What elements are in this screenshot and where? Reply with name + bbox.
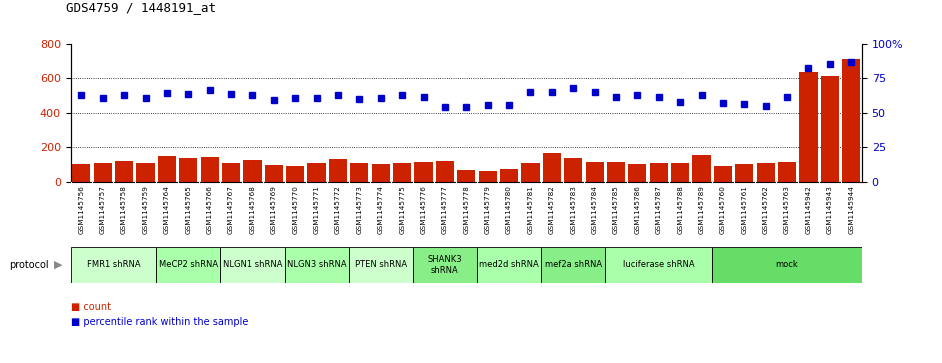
Text: GSM1145777: GSM1145777 [442, 185, 447, 234]
Text: ■ percentile rank within the sample: ■ percentile rank within the sample [71, 317, 248, 327]
Text: GSM1145779: GSM1145779 [485, 185, 491, 234]
Bar [586, 162, 604, 182]
Text: NLGN3 shRNA: NLGN3 shRNA [286, 261, 347, 269]
Text: GSM1145771: GSM1145771 [314, 185, 319, 234]
Bar [286, 166, 304, 182]
Bar [201, 158, 219, 182]
Bar [842, 59, 860, 182]
Text: ▶: ▶ [54, 260, 62, 270]
Bar [220, 247, 284, 283]
Text: GSM1145943: GSM1145943 [827, 185, 833, 234]
Bar [284, 247, 349, 283]
Text: GSM1145776: GSM1145776 [420, 185, 427, 234]
Text: ■ count: ■ count [71, 302, 110, 312]
Text: GSM1145772: GSM1145772 [335, 185, 341, 234]
Text: GSM1145758: GSM1145758 [122, 185, 127, 234]
Bar [414, 162, 432, 182]
Bar [479, 171, 496, 182]
Bar [329, 159, 347, 182]
Text: med2d shRNA: med2d shRNA [479, 261, 539, 269]
Text: GSM1145782: GSM1145782 [549, 185, 555, 234]
Text: GSM1145788: GSM1145788 [677, 185, 683, 234]
Bar [543, 153, 560, 182]
Bar [521, 163, 540, 182]
Text: GSM1145784: GSM1145784 [592, 185, 597, 234]
Text: GSM1145768: GSM1145768 [250, 185, 255, 234]
Bar [778, 162, 796, 182]
Text: GSM1145762: GSM1145762 [763, 185, 769, 234]
Text: GSM1145780: GSM1145780 [506, 185, 512, 234]
Bar [265, 165, 283, 182]
Text: GSM1145766: GSM1145766 [206, 185, 213, 234]
Bar [307, 163, 326, 182]
Bar [350, 163, 368, 182]
Bar [179, 158, 198, 182]
Bar [158, 156, 176, 182]
Bar [436, 161, 454, 182]
Text: GSM1145774: GSM1145774 [378, 185, 383, 234]
Text: GSM1145761: GSM1145761 [741, 185, 747, 234]
Bar [564, 158, 582, 182]
Bar [71, 247, 156, 283]
Text: mef2a shRNA: mef2a shRNA [544, 261, 602, 269]
Bar [457, 170, 476, 182]
Text: PTEN shRNA: PTEN shRNA [355, 261, 407, 269]
Text: MeCP2 shRNA: MeCP2 shRNA [158, 261, 218, 269]
Bar [800, 72, 818, 182]
Bar [413, 247, 477, 283]
Bar [349, 247, 413, 283]
Bar [650, 163, 668, 182]
Text: GDS4759 / 1448191_at: GDS4759 / 1448191_at [66, 1, 216, 15]
Bar [500, 170, 518, 182]
Text: GSM1145778: GSM1145778 [463, 185, 469, 234]
Text: GSM1145767: GSM1145767 [228, 185, 234, 234]
Text: GSM1145785: GSM1145785 [613, 185, 619, 234]
Bar [692, 155, 710, 182]
Text: GSM1145757: GSM1145757 [100, 185, 106, 234]
Text: SHANK3
shRNA: SHANK3 shRNA [428, 255, 463, 275]
Bar [243, 160, 262, 182]
Text: GSM1145787: GSM1145787 [656, 185, 662, 234]
Bar [606, 247, 712, 283]
Text: GSM1145763: GSM1145763 [784, 185, 790, 234]
Bar [756, 163, 774, 182]
Text: GSM1145775: GSM1145775 [399, 185, 405, 234]
Text: GSM1145789: GSM1145789 [699, 185, 705, 234]
Bar [628, 164, 646, 182]
Bar [735, 164, 754, 182]
Bar [372, 164, 390, 182]
Bar [137, 163, 154, 182]
Bar [607, 162, 625, 182]
Bar [73, 164, 90, 182]
Text: GSM1145770: GSM1145770 [292, 185, 299, 234]
Bar [115, 161, 133, 182]
Bar [93, 163, 112, 182]
Bar [714, 166, 732, 182]
Text: GSM1145760: GSM1145760 [720, 185, 726, 234]
Text: GSM1145765: GSM1145765 [186, 185, 191, 234]
Text: GSM1145786: GSM1145786 [634, 185, 641, 234]
Text: GSM1145944: GSM1145944 [848, 185, 854, 234]
Text: NLGN1 shRNA: NLGN1 shRNA [222, 261, 283, 269]
Bar [671, 163, 690, 182]
Text: FMR1 shRNA: FMR1 shRNA [87, 261, 140, 269]
Text: GSM1145769: GSM1145769 [270, 185, 277, 234]
Bar [156, 247, 220, 283]
Text: GSM1145783: GSM1145783 [570, 185, 577, 234]
Text: protocol: protocol [9, 260, 49, 270]
Text: GSM1145756: GSM1145756 [78, 185, 85, 234]
Text: GSM1145781: GSM1145781 [528, 185, 533, 234]
Text: GSM1145759: GSM1145759 [142, 185, 149, 234]
Text: GSM1145942: GSM1145942 [805, 185, 811, 234]
Bar [393, 163, 412, 182]
Bar [477, 247, 541, 283]
Bar [541, 247, 606, 283]
Text: GSM1145773: GSM1145773 [356, 185, 363, 234]
Bar [222, 163, 240, 182]
Text: luciferase shRNA: luciferase shRNA [623, 261, 694, 269]
Bar [820, 76, 839, 182]
Text: mock: mock [775, 261, 799, 269]
Text: GSM1145764: GSM1145764 [164, 185, 170, 234]
Bar [712, 247, 862, 283]
